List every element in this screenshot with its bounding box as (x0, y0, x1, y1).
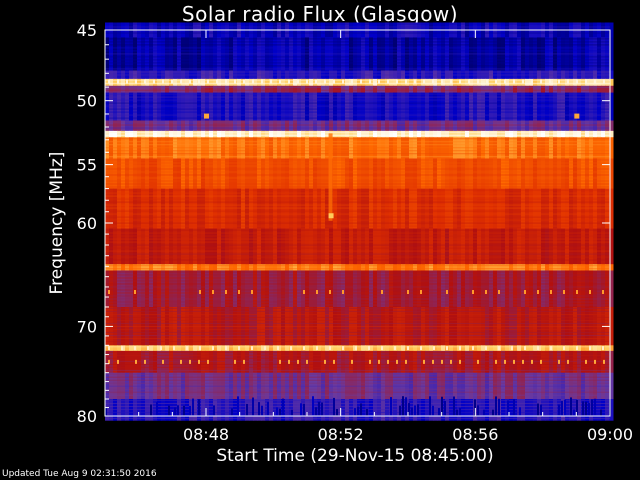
y-tick-label-2: 55 (77, 156, 97, 175)
band-17 (105, 372, 614, 400)
y-tick-label-4: 70 (77, 317, 97, 336)
hotspot-2 (328, 213, 334, 219)
band-9 (105, 158, 614, 190)
y-tick-label-5: 80 (77, 407, 97, 426)
band-13 (105, 270, 614, 308)
x-tick-label-2: 08:56 (452, 425, 498, 444)
x-tick-label-0: 08:48 (183, 425, 229, 444)
band-8 (105, 137, 614, 159)
dotted-line-3 (108, 290, 604, 295)
band-4 (105, 85, 614, 94)
band-1 (105, 37, 614, 71)
y-axis-label: Frequency [MHz] (47, 152, 67, 295)
dotted-line-1 (108, 346, 604, 351)
x-axis-label: Start Time (29-Nov-15 08:45:00) (216, 446, 493, 466)
band-12 (105, 264, 614, 271)
y-tick-label-1: 50 (77, 92, 97, 111)
y-tick-label-3: 60 (77, 214, 97, 233)
y-tick-label-0: 45 (77, 21, 97, 40)
band-14 (105, 306, 614, 346)
band-2 (105, 70, 614, 80)
hotspot-1 (574, 113, 580, 119)
x-tick-label-1: 08:52 (318, 425, 364, 444)
band-10 (105, 188, 614, 230)
chart-title: Solar radio Flux (Glasgow) (181, 2, 459, 26)
updated-timestamp: Updated Tue Aug 9 02:31:50 2016 (2, 469, 157, 479)
low-freq-noise (105, 396, 611, 416)
band-6 (105, 120, 614, 132)
dotted-line-2 (108, 359, 605, 364)
hotspot-0 (204, 113, 209, 119)
x-tick-label-3: 09:00 (587, 425, 633, 444)
band-5 (105, 92, 614, 122)
band-7 (105, 130, 614, 138)
vertical-streak (328, 133, 333, 221)
dotted-line-0 (108, 79, 605, 84)
band-11 (105, 228, 614, 265)
